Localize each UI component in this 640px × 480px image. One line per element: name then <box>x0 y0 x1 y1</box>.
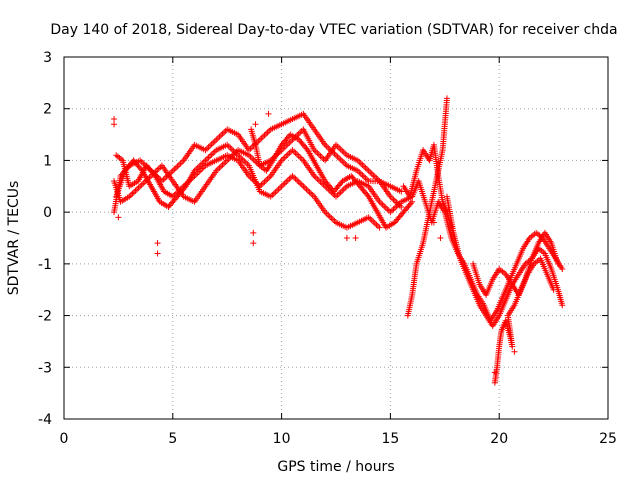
data-point <box>376 224 383 231</box>
data-point <box>364 192 371 199</box>
data-point <box>151 171 158 178</box>
data-point <box>511 348 518 355</box>
data-point <box>154 250 161 257</box>
data-point <box>398 188 405 195</box>
data-point <box>407 200 414 207</box>
y-tick-label: -1 <box>38 257 52 273</box>
data-point <box>265 110 272 117</box>
data-point <box>111 116 118 123</box>
y-tick-label: 3 <box>43 50 52 66</box>
data-point <box>554 260 561 267</box>
data-point <box>181 184 188 191</box>
data-point <box>559 302 566 309</box>
chart-title: Day 140 of 2018, Sidereal Day-to-day VTE… <box>50 22 617 38</box>
data-point <box>154 240 161 247</box>
data-point <box>550 286 557 293</box>
data-point <box>409 198 416 205</box>
y-axis-label: SDTVAR / TECUs <box>6 181 22 296</box>
x-tick-label: 20 <box>490 431 508 447</box>
data-points <box>111 95 566 386</box>
data-point <box>491 369 498 376</box>
grid-lines <box>64 57 608 419</box>
x-tick-label: 25 <box>599 431 617 447</box>
data-point <box>250 240 257 247</box>
x-tick-label: 0 <box>60 431 69 447</box>
axis-ticks: 0 5 10 15 20 25 -4 -3 -2 -1 0 1 2 3 <box>38 50 617 447</box>
y-tick-label: 0 <box>43 205 52 221</box>
data-point <box>303 145 310 152</box>
data-point <box>115 214 122 221</box>
y-tick-label: -3 <box>38 360 52 376</box>
data-point <box>430 219 437 226</box>
data-point <box>111 121 118 128</box>
y-tick-label: -4 <box>38 412 52 428</box>
x-tick-label: 15 <box>381 431 399 447</box>
data-point <box>250 229 257 236</box>
data-point <box>338 179 345 186</box>
data-point <box>443 95 450 102</box>
data-point <box>559 266 566 273</box>
x-axis-label: GPS time / hours <box>277 459 394 475</box>
data-point <box>252 121 259 128</box>
plot-frame <box>63 56 609 420</box>
data-point <box>352 235 359 241</box>
y-tick-label: 1 <box>43 153 52 169</box>
x-tick-label: 10 <box>273 431 291 447</box>
data-point <box>138 166 145 173</box>
x-tick-label: 5 <box>168 431 177 447</box>
y-tick-label: -2 <box>38 309 52 325</box>
data-point <box>398 203 405 210</box>
y-tick-label: 2 <box>43 102 52 118</box>
data-point <box>343 235 350 241</box>
data-point <box>437 235 444 241</box>
